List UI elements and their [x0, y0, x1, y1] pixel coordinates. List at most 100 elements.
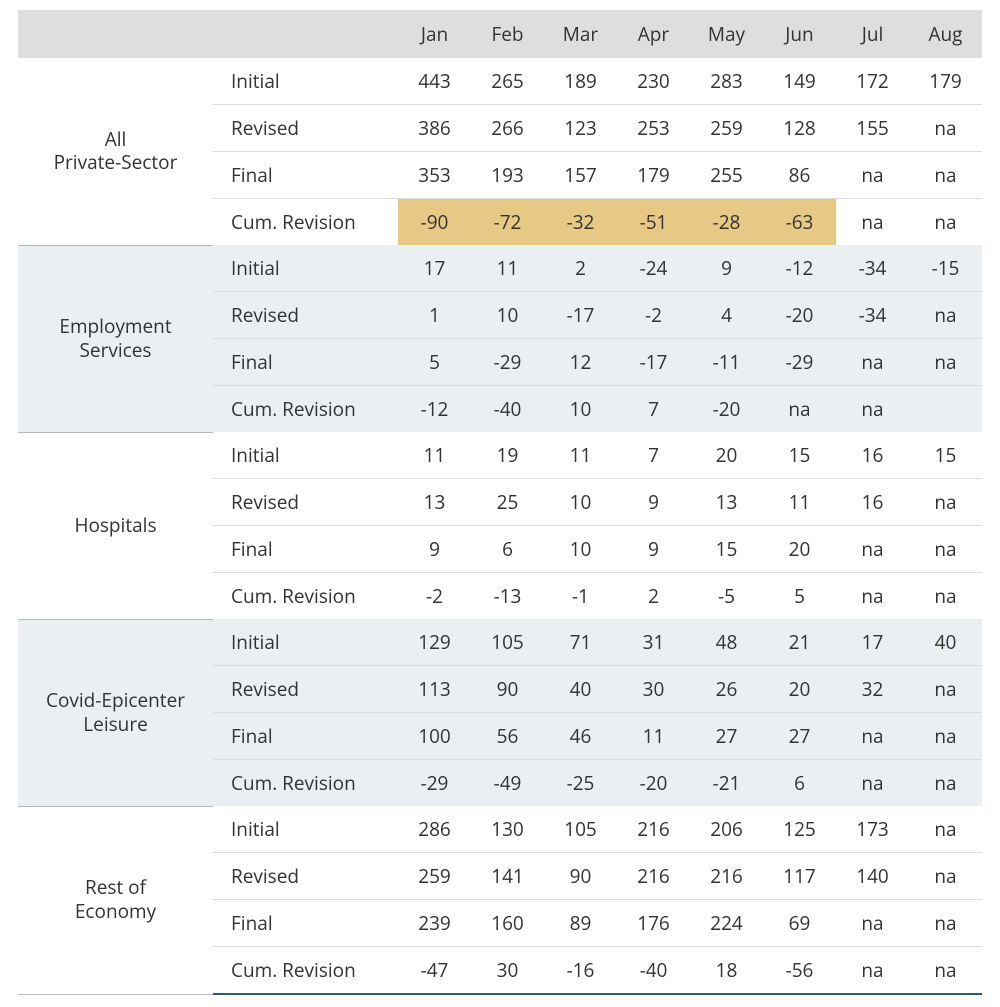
- value-cell: na: [836, 526, 909, 573]
- value-cell: 15: [909, 432, 982, 479]
- value-cell: -34: [836, 292, 909, 339]
- value-cell: -32: [544, 199, 617, 246]
- value-cell: 105: [471, 619, 544, 666]
- value-cell: 19: [471, 432, 544, 479]
- value-cell: -25: [544, 760, 617, 807]
- value-cell: 193: [471, 152, 544, 199]
- measure-cell: Initial: [213, 619, 398, 666]
- value-cell: na: [836, 152, 909, 199]
- value-cell: 16: [836, 479, 909, 526]
- value-cell: -29: [471, 339, 544, 386]
- category-cell: Rest ofEconomy: [18, 806, 213, 994]
- value-cell: 443: [398, 58, 471, 105]
- value-cell: -51: [617, 199, 690, 246]
- header-month: Mar: [544, 10, 617, 58]
- value-cell: -12: [763, 245, 836, 292]
- value-cell: na: [909, 573, 982, 620]
- value-cell: 216: [617, 806, 690, 853]
- value-cell: 265: [471, 58, 544, 105]
- header-month: Jun: [763, 10, 836, 58]
- value-cell: 18: [690, 947, 763, 995]
- value-cell: 11: [471, 245, 544, 292]
- value-cell: 113: [398, 666, 471, 713]
- value-cell: 71: [544, 619, 617, 666]
- category-cell: EmploymentServices: [18, 245, 213, 432]
- value-cell: na: [909, 900, 982, 947]
- value-cell: 40: [909, 619, 982, 666]
- measure-cell: Initial: [213, 58, 398, 105]
- value-cell: 20: [763, 666, 836, 713]
- table-row: Rest ofEconomyInitial2861301052162061251…: [18, 806, 982, 853]
- value-cell: -15: [909, 245, 982, 292]
- value-cell: 173: [836, 806, 909, 853]
- value-cell: na: [909, 713, 982, 760]
- table-container: Jan Feb Mar Apr May Jun Jul Aug AllPriva…: [0, 0, 1000, 1007]
- value-cell: 179: [909, 58, 982, 105]
- value-cell: na: [836, 900, 909, 947]
- value-cell: 155: [836, 105, 909, 152]
- value-cell: 253: [617, 105, 690, 152]
- measure-cell: Revised: [213, 853, 398, 900]
- value-cell: 5: [398, 339, 471, 386]
- measure-cell: Cum. Revision: [213, 386, 398, 433]
- value-cell: 9: [617, 526, 690, 573]
- value-cell: 172: [836, 58, 909, 105]
- value-cell: na: [909, 479, 982, 526]
- value-cell: 21: [763, 619, 836, 666]
- value-cell: 9: [617, 479, 690, 526]
- category-cell: AllPrivate-Sector: [18, 58, 213, 245]
- value-cell: 10: [471, 292, 544, 339]
- value-cell: -5: [690, 573, 763, 620]
- value-cell: na: [909, 947, 982, 995]
- category-cell: Hospitals: [18, 432, 213, 619]
- measure-cell: Initial: [213, 245, 398, 292]
- measure-cell: Revised: [213, 292, 398, 339]
- value-cell: 48: [690, 619, 763, 666]
- value-cell: 2: [617, 573, 690, 620]
- value-cell: -24: [617, 245, 690, 292]
- value-cell: na: [909, 292, 982, 339]
- value-cell: 176: [617, 900, 690, 947]
- measure-cell: Initial: [213, 432, 398, 479]
- value-cell: na: [909, 853, 982, 900]
- header-month: Jul: [836, 10, 909, 58]
- measure-cell: Revised: [213, 479, 398, 526]
- header-month: Jan: [398, 10, 471, 58]
- value-cell: na: [836, 760, 909, 807]
- revision-table: Jan Feb Mar Apr May Jun Jul Aug AllPriva…: [18, 10, 982, 995]
- value-cell: 90: [544, 853, 617, 900]
- value-cell: 27: [690, 713, 763, 760]
- value-cell: 20: [690, 432, 763, 479]
- value-cell: na: [836, 386, 909, 433]
- value-cell: 128: [763, 105, 836, 152]
- value-cell: 123: [544, 105, 617, 152]
- value-cell: -1: [544, 573, 617, 620]
- measure-cell: Final: [213, 152, 398, 199]
- value-cell: -90: [398, 199, 471, 246]
- value-cell: -40: [617, 947, 690, 995]
- value-cell: -21: [690, 760, 763, 807]
- value-cell: 26: [690, 666, 763, 713]
- measure-cell: Revised: [213, 105, 398, 152]
- value-cell: 17: [398, 245, 471, 292]
- value-cell: 86: [763, 152, 836, 199]
- value-cell: na: [836, 339, 909, 386]
- value-cell: 11: [544, 432, 617, 479]
- value-cell: 216: [690, 853, 763, 900]
- value-cell: 20: [763, 526, 836, 573]
- value-cell: -29: [763, 339, 836, 386]
- value-cell: na: [909, 526, 982, 573]
- value-cell: -17: [544, 292, 617, 339]
- value-cell: 46: [544, 713, 617, 760]
- value-cell: 189: [544, 58, 617, 105]
- value-cell: 286: [398, 806, 471, 853]
- value-cell: 179: [617, 152, 690, 199]
- measure-cell: Revised: [213, 666, 398, 713]
- value-cell: na: [909, 199, 982, 246]
- header-blank-measure: [213, 10, 398, 58]
- value-cell: 17: [836, 619, 909, 666]
- value-cell: 255: [690, 152, 763, 199]
- value-cell: 140: [836, 853, 909, 900]
- value-cell: 30: [471, 947, 544, 995]
- value-cell: 10: [544, 386, 617, 433]
